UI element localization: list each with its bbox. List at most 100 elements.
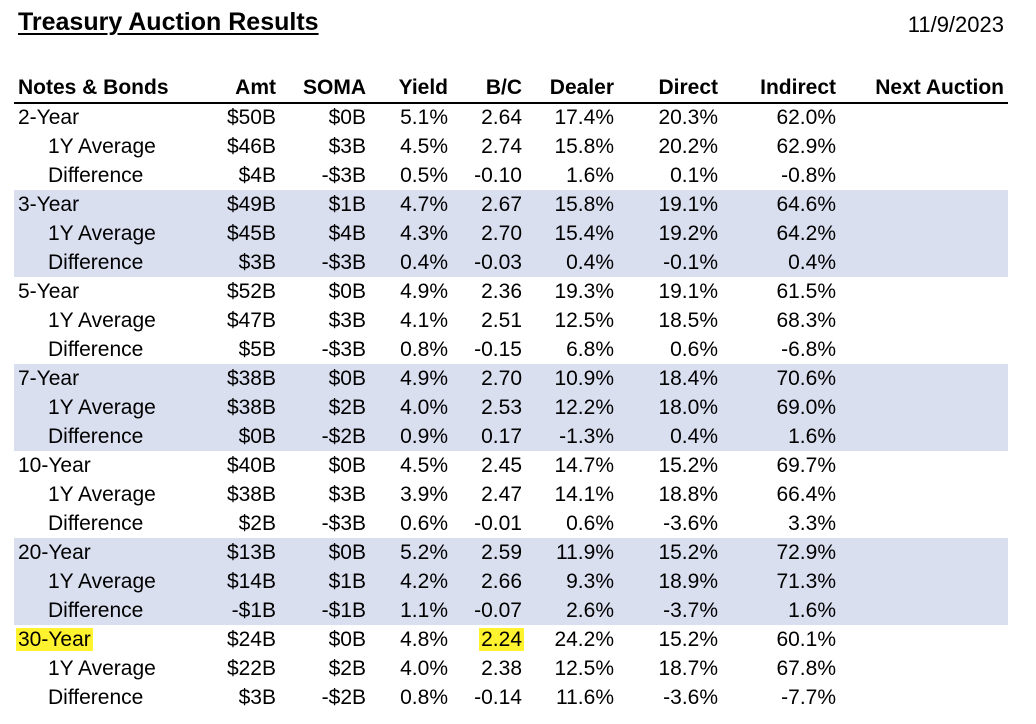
bc-cell: 2.47	[481, 483, 522, 506]
next-auction-cell	[854, 509, 1004, 538]
soma-cell: -$3B	[321, 251, 366, 274]
yield-cell: 0.8%	[400, 338, 448, 361]
column-header-next-auction: Next Auction	[875, 76, 1004, 99]
table-row: 7-Year $38B $0B 4.9% 2.70 10.9% 18.4% 70…	[14, 364, 1008, 393]
next-auction-cell	[854, 683, 1004, 712]
row-label: Difference	[48, 338, 144, 361]
dealer-cell: 17.4%	[554, 106, 614, 129]
bc-cell: -0.10	[474, 164, 522, 187]
amt-cell: $40B	[226, 454, 276, 477]
direct-cell: 18.4%	[658, 367, 718, 390]
table-row: 10-Year $40B $0B 4.5% 2.45 14.7% 15.2% 6…	[14, 451, 1008, 480]
dealer-cell: 12.5%	[554, 657, 614, 680]
amt-cell: $5B	[238, 338, 276, 361]
amt-cell: $46B	[226, 135, 276, 158]
next-auction-cell	[854, 335, 1004, 364]
next-auction-cell	[854, 103, 1004, 132]
bc-cell: 2.45	[481, 454, 522, 477]
direct-cell: 15.2%	[658, 541, 718, 564]
next-auction-cell	[854, 248, 1004, 277]
soma-cell: $0B	[328, 541, 366, 564]
soma-cell: $0B	[328, 106, 366, 129]
indirect-cell: 71.3%	[776, 570, 836, 593]
yield-cell: 4.7%	[400, 193, 448, 216]
table-row: 1Y Average $45B $4B 4.3% 2.70 15.4% 19.2…	[14, 219, 1008, 248]
highlighted-text: 30-Year	[16, 628, 93, 651]
bc-cell: 2.66	[481, 570, 522, 593]
indirect-cell: 62.0%	[776, 106, 836, 129]
amt-cell: $3B	[238, 251, 276, 274]
indirect-cell: 66.4%	[776, 483, 836, 506]
bc-cell: 2.38	[481, 657, 522, 680]
table-row: 20-Year $13B $0B 5.2% 2.59 11.9% 15.2% 7…	[14, 538, 1008, 567]
table-row: 1Y Average $47B $3B 4.1% 2.51 12.5% 18.5…	[14, 306, 1008, 335]
soma-cell: $1B	[328, 193, 366, 216]
direct-cell: -3.6%	[663, 512, 718, 535]
bc-cell: 2.36	[481, 280, 522, 303]
indirect-cell: -7.7%	[781, 686, 836, 709]
table-row: 1Y Average $14B $1B 4.2% 2.66 9.3% 18.9%…	[14, 567, 1008, 596]
auction-results-table: 2-Year $50B $0B 5.1% 2.64 17.4% 20.3% 62…	[14, 103, 1008, 712]
next-auction-cell	[854, 480, 1004, 509]
yield-cell: 4.0%	[400, 396, 448, 419]
report-date: 11/9/2023	[907, 12, 1004, 37]
direct-cell: 0.6%	[670, 338, 718, 361]
column-header-soma: SOMA	[303, 76, 366, 99]
direct-cell: -3.6%	[663, 686, 718, 709]
soma-cell: $0B	[328, 628, 366, 651]
soma-cell: $2B	[328, 657, 366, 680]
indirect-cell: 0.4%	[788, 251, 836, 274]
indirect-cell: 1.6%	[788, 425, 836, 448]
soma-cell: -$2B	[321, 425, 366, 448]
bc-cell: -0.01	[474, 512, 522, 535]
bc-cell: -0.15	[474, 338, 522, 361]
direct-cell: 20.3%	[658, 106, 718, 129]
row-label: Difference	[48, 251, 144, 274]
column-header-indirect: Indirect	[760, 76, 836, 99]
next-auction-cell	[854, 567, 1004, 596]
next-auction-cell	[854, 219, 1004, 248]
dealer-cell: 0.4%	[566, 251, 614, 274]
soma-cell: $4B	[328, 222, 366, 245]
next-auction-cell	[854, 625, 1004, 654]
yield-cell: 0.5%	[400, 164, 448, 187]
dealer-cell: 10.9%	[554, 367, 614, 390]
yield-cell: 0.6%	[400, 512, 448, 535]
yield-cell: 4.3%	[400, 222, 448, 245]
amt-cell: $3B	[238, 686, 276, 709]
table-row: 1Y Average $22B $2B 4.0% 2.38 12.5% 18.7…	[14, 654, 1008, 683]
row-label-highlighted: 30-Year	[16, 625, 93, 654]
yield-cell: 4.2%	[400, 570, 448, 593]
amt-cell: $38B	[226, 396, 276, 419]
row-label: 1Y Average	[48, 657, 156, 680]
table-row: 1Y Average $38B $2B 4.0% 2.53 12.2% 18.0…	[14, 393, 1008, 422]
yield-cell: 4.5%	[400, 135, 448, 158]
soma-cell: $3B	[328, 309, 366, 332]
dealer-cell: -1.3%	[559, 425, 614, 448]
indirect-cell: 1.6%	[788, 599, 836, 622]
yield-cell: 0.8%	[400, 686, 448, 709]
indirect-cell: 62.9%	[776, 135, 836, 158]
yield-cell: 4.5%	[400, 454, 448, 477]
dealer-cell: 9.3%	[566, 570, 614, 593]
bc-cell: 2.70	[481, 367, 522, 390]
dealer-cell: 14.1%	[554, 483, 614, 506]
dealer-cell: 0.6%	[566, 512, 614, 535]
bc-cell: 2.51	[481, 309, 522, 332]
soma-cell: -$3B	[321, 512, 366, 535]
column-header-dealer: Dealer	[549, 76, 614, 99]
indirect-cell: 69.0%	[776, 396, 836, 419]
dealer-cell: 15.4%	[554, 222, 614, 245]
row-label: 1Y Average	[48, 135, 156, 158]
amt-cell: $49B	[226, 193, 276, 216]
column-header-yield: Yield	[398, 76, 448, 99]
row-label: 1Y Average	[48, 570, 156, 593]
row-label: 20-Year	[18, 541, 91, 564]
soma-cell: -$1B	[321, 599, 366, 622]
bc-cell: 2.74	[481, 135, 522, 158]
dealer-cell: 19.3%	[554, 280, 614, 303]
direct-cell: -0.1%	[663, 251, 718, 274]
amt-cell: $47B	[226, 309, 276, 332]
direct-cell: 15.2%	[658, 628, 718, 651]
indirect-cell: 64.6%	[776, 193, 836, 216]
